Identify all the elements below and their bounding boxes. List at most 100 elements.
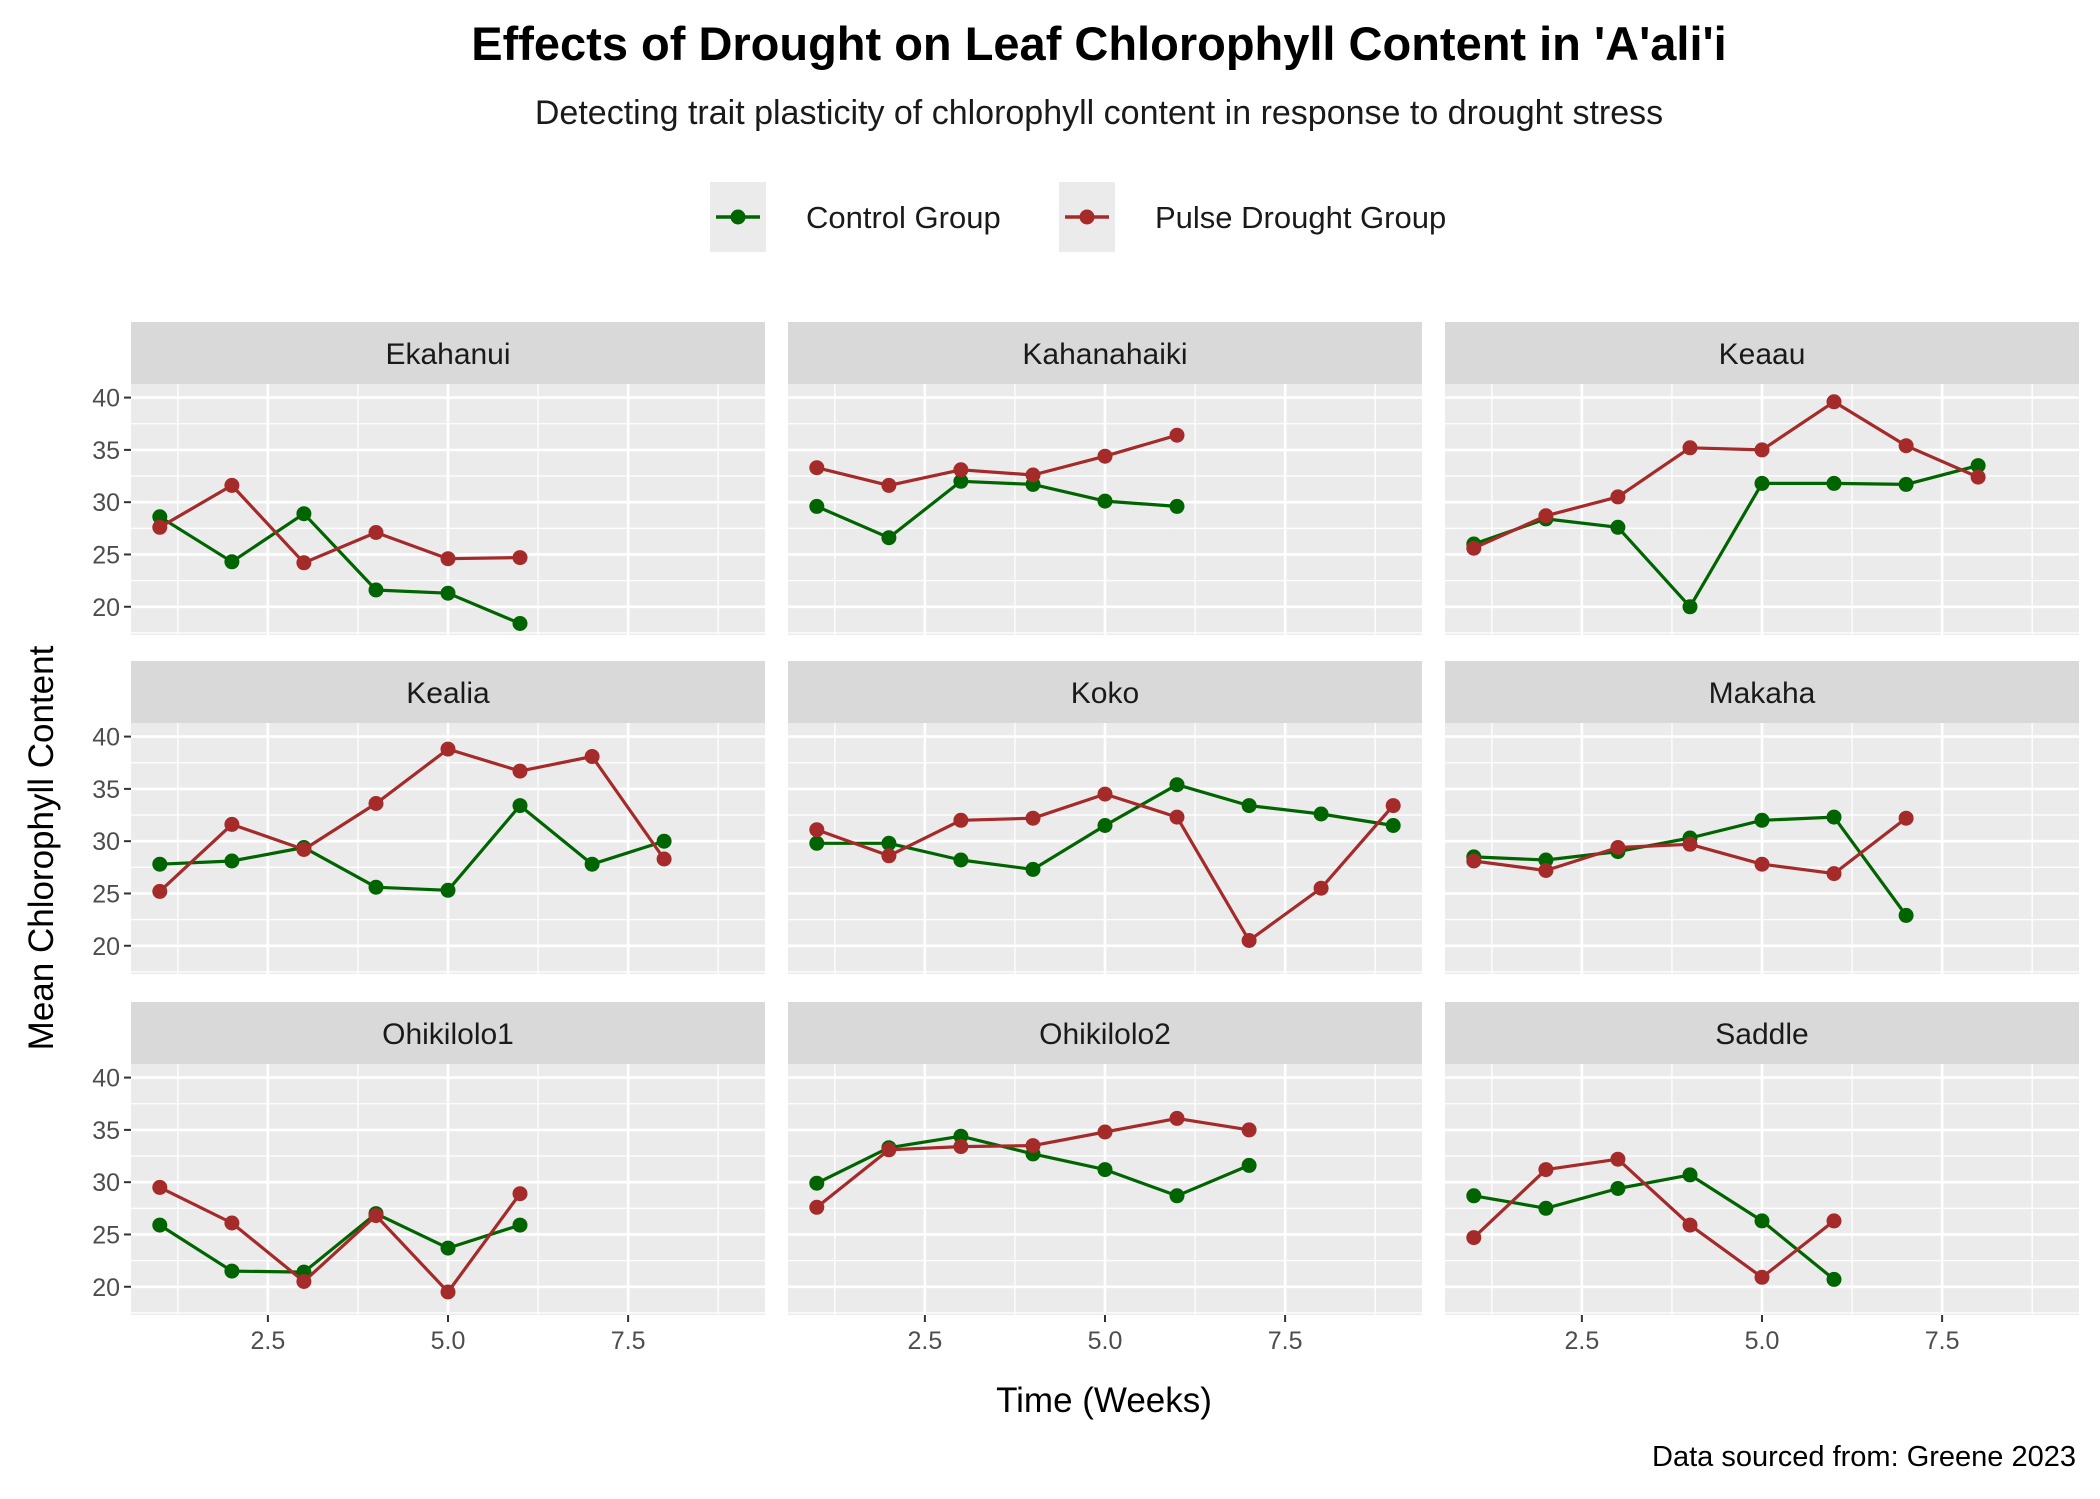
data-point-drought-makaha xyxy=(1826,866,1842,882)
y-tick-label: 30 xyxy=(92,828,120,856)
chart-title: Effects of Drought on Leaf Chlorophyll C… xyxy=(471,17,1726,70)
strip-label-ohikilolo1: Ohikilolo1 xyxy=(382,1018,514,1051)
strip-ekahanui xyxy=(131,322,765,384)
strip-keaau xyxy=(1445,322,2079,384)
data-point-control-makaha xyxy=(1754,812,1770,828)
panel-makaha: Makaha xyxy=(1445,661,2079,974)
data-point-drought-saddle xyxy=(1610,1151,1626,1167)
y-tick-label: 20 xyxy=(92,933,120,961)
data-point-drought-ekahanui xyxy=(296,555,312,571)
data-point-control-ohikilolo2 xyxy=(1097,1162,1113,1178)
data-point-control-saddle xyxy=(1538,1200,1554,1216)
strip-label-ekahanui: Ekahanui xyxy=(385,338,510,371)
data-point-control-koko xyxy=(953,852,969,868)
data-point-control-kealia xyxy=(584,856,600,872)
data-point-drought-koko xyxy=(1025,810,1041,826)
series-line-drought-ohikilolo1 xyxy=(159,1185,522,1294)
series-line-control-ohikilolo1 xyxy=(158,1211,521,1274)
data-point-control-keaau xyxy=(1610,519,1626,535)
data-point-control-koko xyxy=(1025,861,1041,877)
series-line-drought-saddle xyxy=(1472,1157,1835,1279)
series-line-control-ekahanui xyxy=(158,512,521,625)
data-point-drought-ohikilolo2 xyxy=(881,1142,897,1158)
data-point-drought-ohikilolo1 xyxy=(512,1186,528,1202)
series-line-drought-kahanahaiki xyxy=(816,433,1178,487)
y-tick-label: 35 xyxy=(92,437,120,465)
data-point-drought-saddle xyxy=(1754,1269,1770,1285)
data-point-drought-ekahanui xyxy=(152,519,168,535)
panel-koko: Koko xyxy=(788,661,1422,974)
data-point-drought-ohikilolo1 xyxy=(296,1274,312,1289)
y-tick-label: 40 xyxy=(92,724,120,752)
data-point-control-ohikilolo2 xyxy=(1169,1188,1185,1204)
data-point-drought-keaau xyxy=(1970,469,1986,485)
strip-makaha xyxy=(1445,661,2079,723)
data-point-drought-keaau xyxy=(1826,394,1842,410)
data-point-control-saddle xyxy=(1682,1167,1698,1183)
data-point-drought-koko xyxy=(1241,933,1257,948)
data-point-control-kealia xyxy=(368,879,384,895)
x-tick-label: 5.0 xyxy=(1088,1327,1123,1355)
data-point-control-koko xyxy=(1169,777,1185,793)
y-tick-label: 40 xyxy=(92,385,120,413)
x-tick-label: 2.5 xyxy=(1565,1327,1600,1355)
data-point-drought-saddle xyxy=(1466,1230,1482,1246)
data-point-drought-kealia xyxy=(296,842,312,857)
data-point-drought-ohikilolo1 xyxy=(368,1208,384,1224)
legend-label-control: Control Group xyxy=(806,200,1001,235)
data-point-control-ekahanui xyxy=(152,509,168,525)
data-point-drought-kahanahaiki xyxy=(1169,427,1185,443)
x-tick-label: 5.0 xyxy=(431,1327,466,1355)
data-point-control-makaha xyxy=(1898,907,1914,923)
data-point-drought-koko xyxy=(1385,798,1401,814)
data-point-drought-makaha xyxy=(1538,863,1554,878)
data-point-drought-koko xyxy=(1313,880,1329,896)
data-point-control-koko xyxy=(809,835,825,851)
series-line-drought-keaau xyxy=(1473,400,1979,550)
data-point-control-koko xyxy=(1385,818,1401,833)
y-tick-label: 20 xyxy=(92,594,120,622)
strip-label-makaha: Makaha xyxy=(1709,677,1816,710)
data-point-drought-ohikilolo2 xyxy=(1169,1110,1185,1126)
data-point-control-ohikilolo1 xyxy=(512,1217,528,1233)
x-tick-label: 7.5 xyxy=(611,1327,646,1355)
legend-label-drought: Pulse Drought Group xyxy=(1155,200,1446,235)
x-tick-label: 5.0 xyxy=(1745,1327,1780,1355)
data-point-drought-kahanahaiki xyxy=(1025,467,1041,483)
data-point-control-kealia xyxy=(656,833,672,849)
data-point-drought-ohikilolo1 xyxy=(440,1284,456,1300)
strip-label-keaau: Keaau xyxy=(1719,338,1806,371)
data-point-drought-makaha xyxy=(1682,836,1698,852)
data-point-control-ekahanui xyxy=(440,585,456,601)
data-point-control-makaha xyxy=(1538,852,1554,868)
data-point-drought-keaau xyxy=(1466,540,1482,556)
data-point-drought-ohikilolo2 xyxy=(809,1199,825,1215)
data-point-drought-saddle xyxy=(1826,1213,1842,1229)
legend-key-drought-point xyxy=(1079,209,1095,225)
data-point-control-ohikilolo1 xyxy=(152,1217,168,1233)
series-line-drought-ekahanui xyxy=(158,483,521,565)
data-point-control-koko xyxy=(1241,798,1257,814)
data-point-drought-koko xyxy=(809,822,825,838)
data-point-control-ekahanui xyxy=(368,582,384,598)
data-point-control-ekahanui xyxy=(224,554,240,570)
data-point-drought-ohikilolo2 xyxy=(953,1139,969,1155)
strip-ohikilolo2 xyxy=(788,1002,1422,1064)
data-point-control-saddle xyxy=(1466,1188,1482,1204)
panel-saddle: Saddle 2.5 5.0 7.5 xyxy=(1445,1002,2079,1355)
panel-kealia: Kealia 20 25 30 35 40 xyxy=(92,661,765,974)
y-tick-label: 25 xyxy=(92,880,120,908)
x-tick-label: 7.5 xyxy=(1268,1327,1303,1355)
panel-keaau: Keaau xyxy=(1445,322,2079,635)
data-point-drought-koko xyxy=(1097,786,1113,802)
data-point-control-ohikilolo2 xyxy=(1241,1157,1257,1173)
caption: Data sourced from: Greene 2023 xyxy=(1652,1441,2076,1473)
data-point-control-keaau xyxy=(1754,475,1770,491)
data-point-drought-makaha xyxy=(1466,853,1482,869)
y-tick-label: 30 xyxy=(92,489,120,517)
data-point-drought-kealia xyxy=(152,883,168,899)
data-point-drought-kahanahaiki xyxy=(953,462,969,478)
panel-ohikilolo2: Ohikilolo2 2.5 5.0 7.5 xyxy=(788,1002,1422,1355)
data-point-control-saddle xyxy=(1754,1213,1770,1229)
